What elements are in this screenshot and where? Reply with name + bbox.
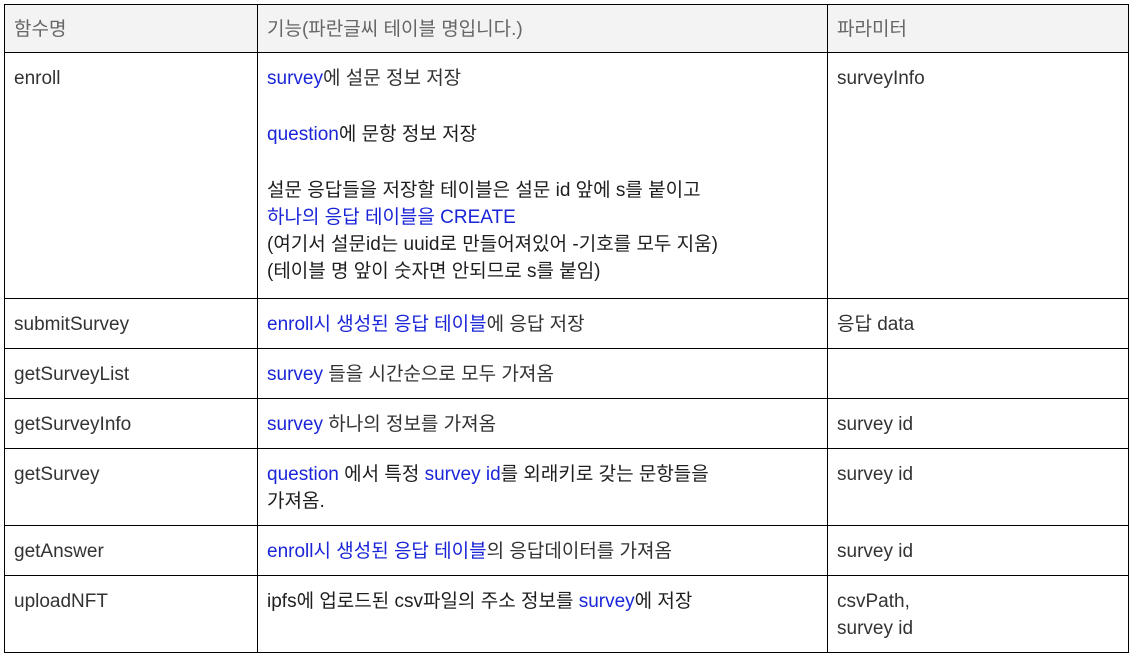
function-param: csvPath, survey id	[827, 575, 1129, 653]
desc-text: 들을 시간순으로 모두 가져옴	[322, 364, 554, 385]
function-name: getSurvey	[4, 448, 258, 526]
param-line: survey id	[837, 618, 914, 639]
function-name: uploadNFT	[4, 575, 258, 653]
desc-text: (여기서 설문id는 uuid로 만들어져있어 -기호를 모두 지움)	[267, 234, 718, 255]
function-name: getSurveyList	[4, 348, 258, 399]
function-desc: ipfs에 업로드된 csv파일의 주소 정보를 survey에 저장	[257, 575, 828, 653]
function-name: getSurveyInfo	[4, 398, 258, 449]
desc-text: ipfs에 업로드된 csv파일의 주소 정보를	[267, 591, 579, 612]
function-param	[827, 348, 1129, 399]
function-param: 응답 data	[827, 298, 1129, 349]
header-function-name: 함수명	[4, 4, 258, 53]
function-param: surveyInfo	[827, 52, 1129, 299]
table-header-row: 함수명 기능(파란글씨 테이블 명입니다.) 파라미터	[4, 4, 1129, 53]
function-desc: question 에서 특정 survey id를 외래키로 갖는 문항들을 가…	[257, 448, 828, 526]
table-row: getSurveyInfo survey 하나의 정보를 가져옴 survey …	[4, 398, 1129, 449]
table-name: survey id	[424, 464, 501, 485]
table-name: enroll시 생성된 응답 테이블	[267, 314, 487, 335]
table-row: getSurvey question 에서 특정 survey id를 외래키로…	[4, 448, 1129, 526]
table-row: uploadNFT ipfs에 업로드된 csv파일의 주소 정보를 surve…	[4, 575, 1129, 653]
function-desc: survey 들을 시간순으로 모두 가져옴	[257, 348, 828, 399]
function-desc: survey에 설문 정보 저장 question에 문항 정보 저장 설문 응…	[257, 52, 828, 299]
table-name: enroll시 생성된 응답 테이블	[267, 541, 487, 562]
table-name: 하나의 응답 테이블을 CREATE	[267, 207, 516, 228]
desc-text: 에 저장	[634, 591, 693, 612]
function-name: getAnswer	[4, 525, 258, 576]
desc-text: 설문 응답들을 저장할 테이블은 설문 id 앞에 s를 붙이고	[267, 180, 701, 201]
desc-text: 하나의 정보를 가져옴	[322, 414, 497, 435]
table-name: question	[267, 124, 339, 145]
table-name: survey	[267, 68, 323, 89]
desc-text: 가져옴.	[267, 491, 325, 512]
api-function-table: 함수명 기능(파란글씨 테이블 명입니다.) 파라미터 enroll surve…	[4, 4, 1129, 653]
function-desc: survey 하나의 정보를 가져옴	[257, 398, 828, 449]
param-line: csvPath,	[837, 591, 910, 612]
function-desc: enroll시 생성된 응답 테이블에 응답 저장	[257, 298, 828, 349]
function-name: submitSurvey	[4, 298, 258, 349]
table-row: submitSurvey enroll시 생성된 응답 테이블에 응답 저장 응…	[4, 298, 1129, 349]
function-name: enroll	[4, 52, 258, 299]
table-row: getSurveyList survey 들을 시간순으로 모두 가져옴	[4, 348, 1129, 399]
table-name: survey	[578, 591, 635, 612]
table-name: survey	[267, 414, 323, 435]
desc-text: 에서 특정	[338, 464, 425, 485]
table-row: getAnswer enroll시 생성된 응답 테이블의 응답데이터를 가져옴…	[4, 525, 1129, 576]
header-function-desc: 기능(파란글씨 테이블 명입니다.)	[257, 4, 828, 53]
table-name: question	[267, 464, 339, 485]
header-parameter: 파라미터	[827, 4, 1129, 53]
desc-text: 에 문항 정보 저장	[338, 124, 478, 145]
table-name: survey	[267, 364, 323, 385]
function-param: survey id	[827, 398, 1129, 449]
desc-text: 의 응답데이터를 가져옴	[486, 541, 672, 562]
function-param: survey id	[827, 448, 1129, 526]
desc-text: (테이블 명 앞이 숫자면 안되므로 s를 붙임)	[267, 261, 601, 282]
function-param: survey id	[827, 525, 1129, 576]
desc-text: 에 응답 저장	[486, 314, 585, 335]
desc-text: 에 설문 정보 저장	[322, 68, 462, 89]
desc-text: 를 외래키로 갖는 문항들을	[500, 464, 709, 485]
function-desc: enroll시 생성된 응답 테이블의 응답데이터를 가져옴	[257, 525, 828, 576]
table-row: enroll survey에 설문 정보 저장 question에 문항 정보 …	[4, 52, 1129, 299]
